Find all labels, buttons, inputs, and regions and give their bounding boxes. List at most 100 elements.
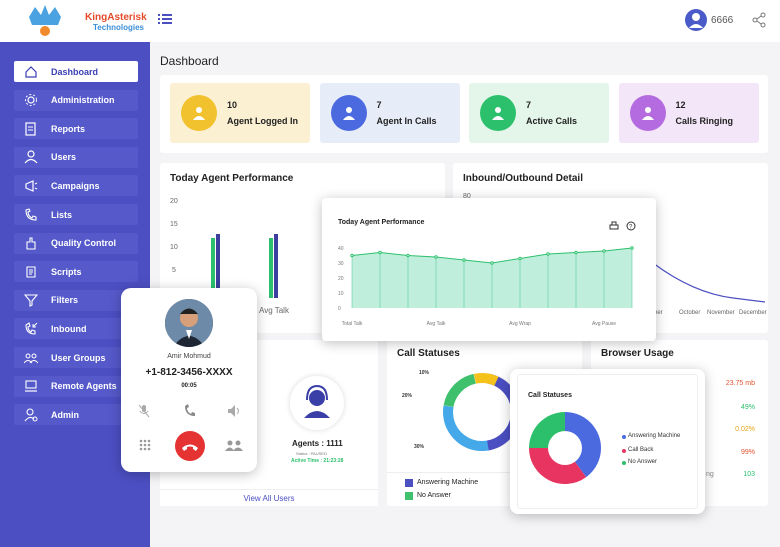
usage-value: 99%	[740, 449, 755, 456]
keypad-icon[interactable]	[139, 439, 151, 451]
usage-value: 23.75 mb	[725, 380, 755, 387]
stat-value: 10	[227, 100, 238, 110]
brand-line1: KingAsterisk	[85, 12, 147, 23]
y-tick: 80	[463, 193, 471, 200]
legend-item: No Answer	[417, 492, 451, 499]
sidebar-item-dashboard[interactable]: Dashboard	[14, 61, 138, 82]
top-bar: KingAsterisk Technologies 6666	[0, 0, 780, 42]
line-series	[653, 262, 766, 303]
sidebar-item-label: Filters	[51, 295, 79, 306]
view-all-users-link[interactable]: View All Users	[160, 489, 378, 506]
sidebar-item-reports[interactable]: Reports	[14, 118, 138, 140]
data-point[interactable]	[406, 253, 410, 258]
y-tick: 20	[170, 198, 178, 205]
legend-swatch	[405, 479, 413, 487]
caller-number: +1-812-3456-XXXX	[145, 367, 233, 378]
stat-label: Agent In Calls	[376, 116, 437, 126]
data-point[interactable]	[518, 256, 522, 261]
phone-dialer-card: Amir Mohmud +1-812-3456-XXXX 00:05	[121, 288, 257, 472]
y-tick: 15	[170, 221, 178, 228]
admin-icon	[24, 408, 38, 422]
sidebar-item-campaigns[interactable]: Campaigns	[14, 175, 138, 197]
sidebar-item-label: Reports	[51, 123, 86, 134]
legend-item: No Answer	[628, 459, 658, 465]
stat-card[interactable]: 7 Agent In Calls	[319, 83, 460, 143]
sidebar-item-user-groups[interactable]: User Groups	[14, 347, 138, 368]
agent-status: Status : PAUSED	[296, 451, 327, 456]
stat-card[interactable]: 10 Agent Logged In	[170, 83, 310, 143]
share-icon[interactable]	[752, 12, 766, 28]
group-icon	[181, 95, 217, 131]
headset-icon	[330, 95, 367, 131]
pie-slice[interactable]	[565, 412, 601, 478]
usage-value: 0.02%	[735, 426, 755, 433]
page-title: Dashboard	[160, 54, 219, 68]
panel-title: Today Agent Performance	[170, 173, 294, 184]
sidebar-item-remote-agents[interactable]: Remote Agents	[14, 375, 138, 397]
data-point[interactable]	[462, 258, 466, 262]
data-point[interactable]	[546, 252, 550, 256]
y-tick: 5	[172, 267, 176, 274]
menu-icon[interactable]	[158, 13, 172, 25]
agent-avatar	[290, 376, 344, 430]
y-tick: 30	[338, 261, 344, 267]
data-point[interactable]	[434, 255, 438, 259]
conference-icon[interactable]	[225, 439, 243, 451]
data-point[interactable]	[350, 253, 354, 258]
stat-value: 7	[376, 100, 382, 110]
transfer-call-icon[interactable]	[183, 404, 197, 418]
x-tick: November	[707, 310, 735, 316]
panel-title: Inbound/Outbound Detail	[463, 173, 583, 184]
pie-slice[interactable]	[529, 448, 587, 484]
sidebar-item-quality-control[interactable]: Quality Control	[14, 232, 138, 254]
x-tick: Avg Pause	[592, 321, 616, 327]
y-tick: 10	[170, 244, 178, 251]
svg-text:?: ?	[629, 225, 633, 231]
card-title: Today Agent Performance	[338, 219, 425, 226]
filter-icon	[24, 294, 38, 308]
group-icon	[24, 353, 38, 363]
username[interactable]: 6666	[711, 15, 734, 26]
x-tick: Avg Talk	[259, 306, 289, 315]
logo[interactable]: KingAsterisk Technologies	[25, 3, 147, 39]
help-icon[interactable]: ?	[626, 221, 636, 231]
mute-icon[interactable]	[138, 404, 150, 418]
stat-card[interactable]: 7 Active Calls	[469, 83, 609, 143]
bar	[211, 238, 215, 298]
stat-value: 7	[526, 100, 532, 110]
avatar[interactable]	[685, 9, 707, 31]
sidebar-item-users[interactable]: Users	[14, 146, 138, 168]
phone-icon	[25, 207, 37, 221]
bar	[269, 238, 273, 298]
data-point[interactable]	[630, 246, 634, 250]
bar	[274, 234, 278, 298]
sidebar-item-filters[interactable]: Filters	[14, 289, 138, 311]
hangup-button[interactable]	[175, 431, 205, 461]
remote-agent-icon	[25, 380, 37, 392]
sidebar-item-administration[interactable]: Administration	[14, 89, 138, 111]
sidebar-item-inbound[interactable]: Inbound	[14, 318, 138, 340]
sidebar-item-label: Scripts	[51, 266, 82, 277]
data-point[interactable]	[574, 250, 578, 255]
print-icon[interactable]	[609, 221, 619, 231]
x-tick: December	[739, 310, 767, 316]
legend-dot	[622, 449, 626, 453]
volume-icon[interactable]	[227, 404, 241, 418]
usage-value: 49%	[740, 404, 755, 411]
data-point[interactable]	[378, 250, 382, 255]
performance-line-chart: 40 30 20 10 0 Total Talk Avg Talk Avg Wrap Avg P…	[338, 246, 634, 327]
data-point[interactable]	[602, 249, 606, 253]
caller-avatar	[165, 299, 213, 347]
sidebar-item-lists[interactable]: Lists	[14, 204, 138, 225]
home-icon	[25, 65, 37, 78]
slice-label: 30%	[414, 444, 425, 450]
sidebar-item-admin[interactable]: Admin	[14, 404, 138, 426]
call-timer: 00:05	[181, 383, 197, 389]
performance-popup-card: Today Agent Performance ? 40 30 20 10 0 Total…	[322, 198, 656, 341]
inbound-call-icon	[25, 322, 38, 335]
sidebar-item-scripts[interactable]: Scripts	[14, 261, 138, 283]
legend-item: Call Back	[628, 447, 654, 453]
stat-card[interactable]: 12 Calls Ringing	[618, 83, 759, 143]
legend-dot	[622, 461, 626, 465]
data-point[interactable]	[490, 261, 494, 265]
